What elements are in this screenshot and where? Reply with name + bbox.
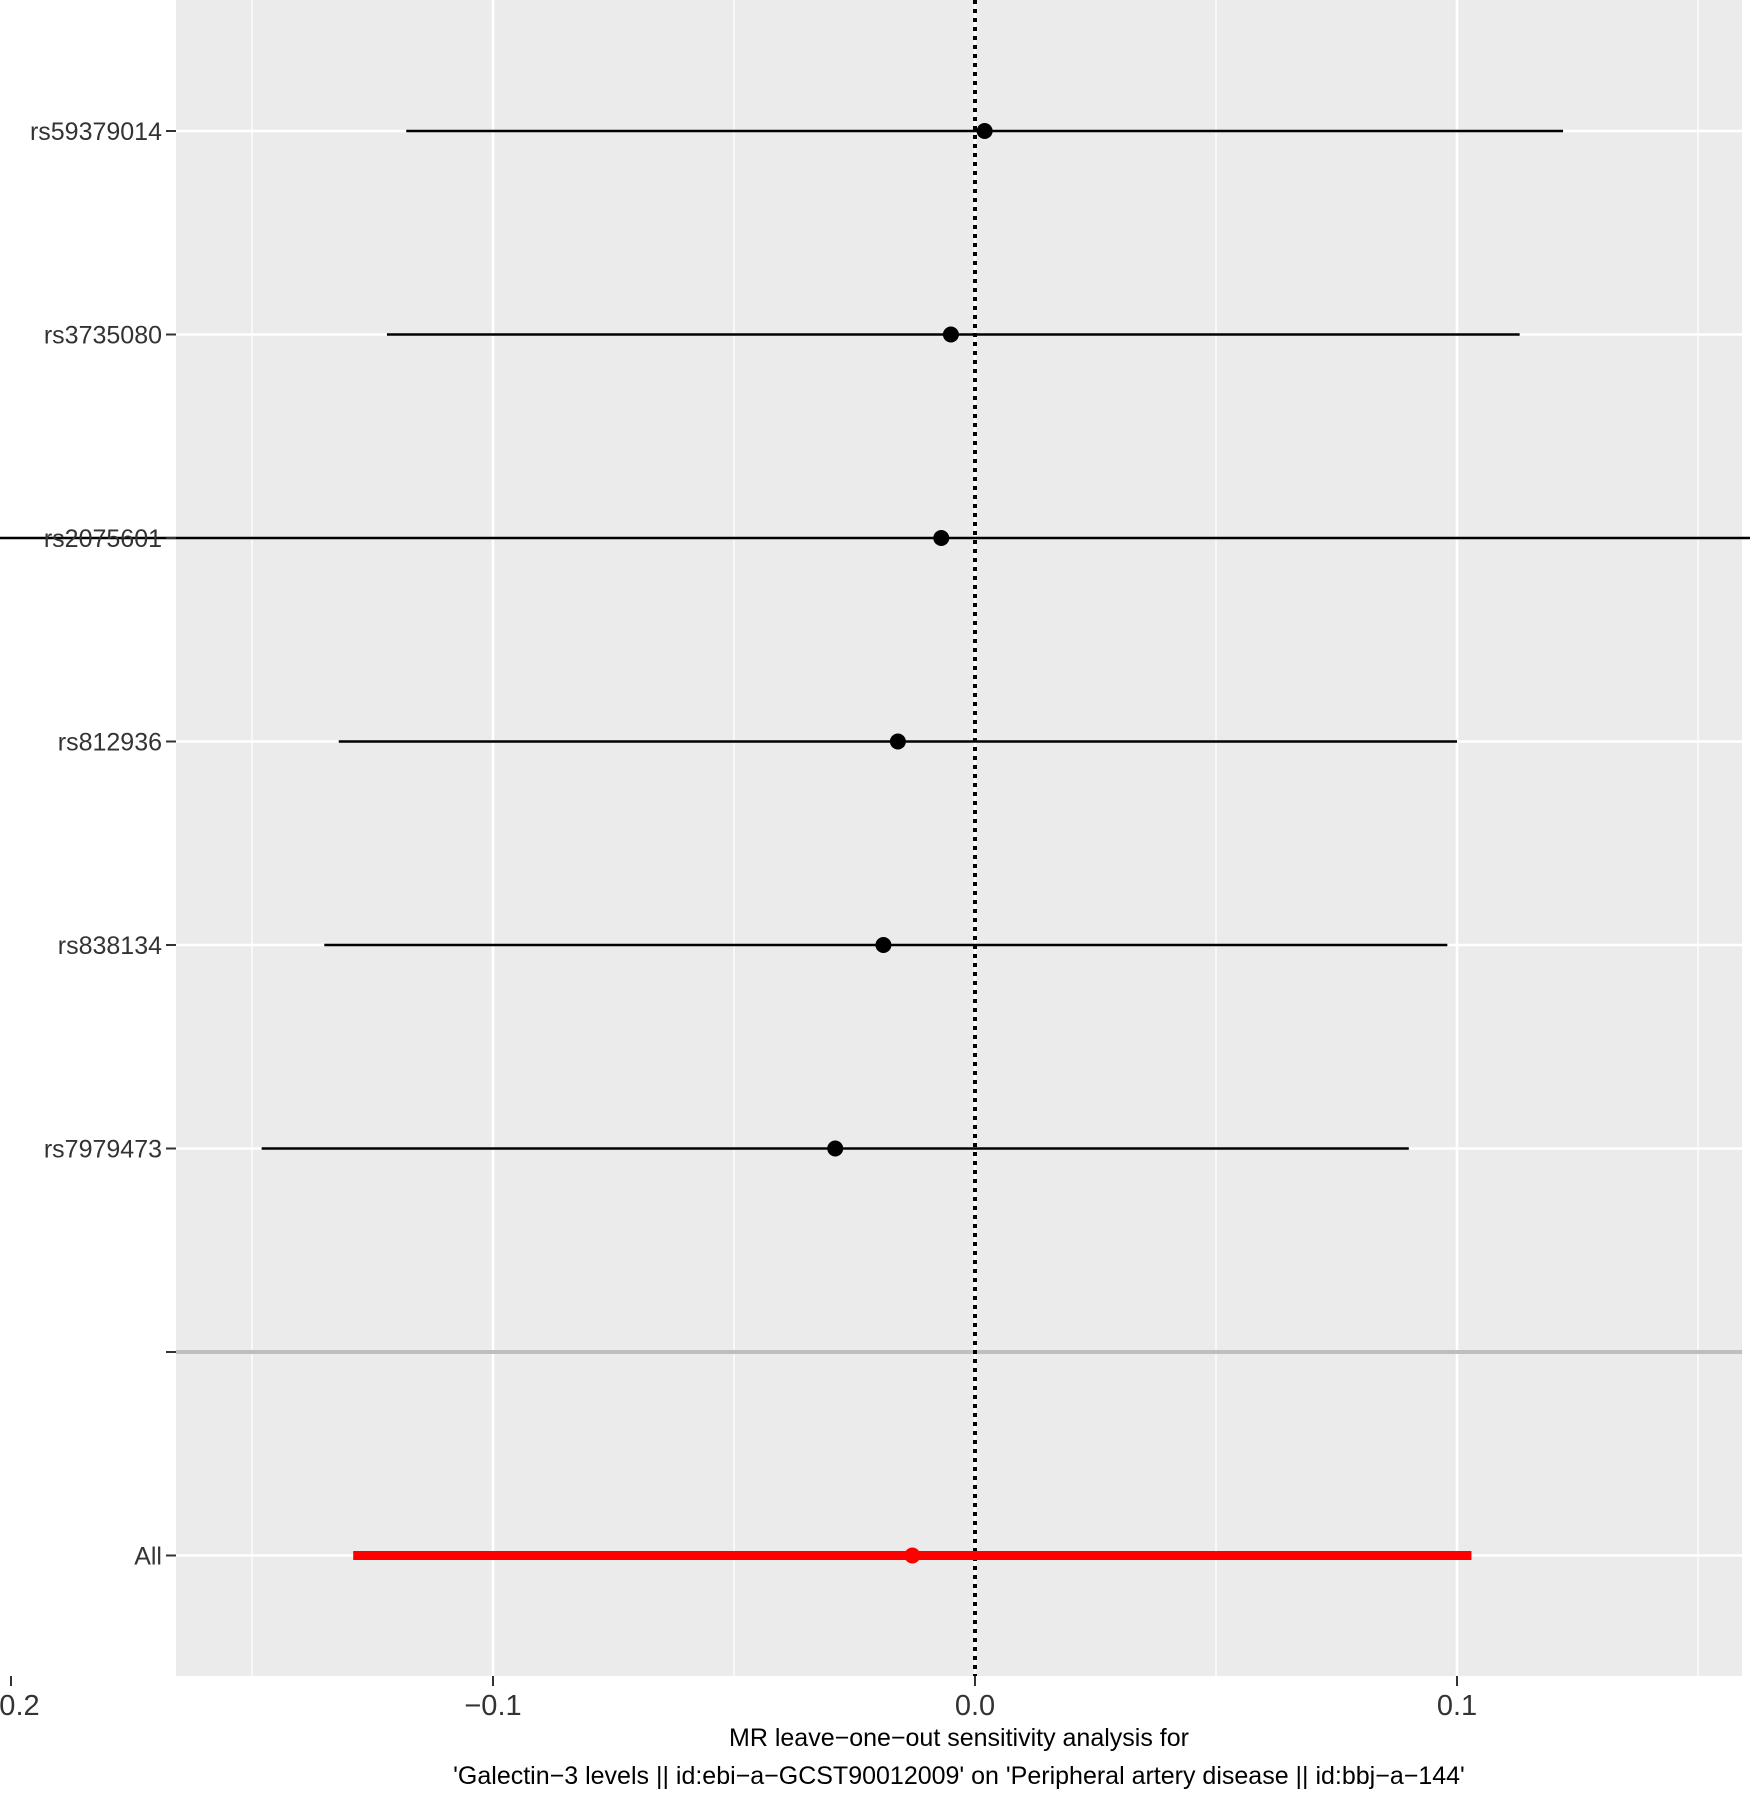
x-tick-label: −0.2 — [0, 1690, 40, 1722]
y-tick-label: All — [134, 1543, 162, 1571]
y-tick-label: rs59379014 — [30, 118, 162, 146]
y-tick-label: rs3735080 — [44, 322, 162, 350]
y-tick-label: rs838134 — [58, 932, 162, 960]
estimate-point — [875, 937, 892, 953]
panel-background — [176, 0, 1742, 1676]
estimate-point — [976, 123, 993, 139]
y-tick-label: rs2075601 — [44, 525, 162, 553]
y-axis: rs59379014 rs3735080 rs2075601 rs812936 rs83… — [30, 118, 176, 1571]
summary-point — [904, 1547, 921, 1564]
x-tick-label: 0.1 — [1437, 1690, 1477, 1722]
x-axis-label-line2: 'Galectin−3 levels || id:ebi−a−GCST90012… — [453, 1762, 1465, 1790]
y-tick-label: rs812936 — [58, 729, 162, 757]
x-axis: −0.3−0.2−0.10.00.10.20.3 — [0, 1676, 1477, 1722]
x-tick-label: −0.1 — [464, 1690, 521, 1722]
x-tick-label: 0.0 — [955, 1690, 995, 1722]
x-axis-label-line1: MR leave−one−out sensitivity analysis fo… — [729, 1724, 1189, 1752]
estimate-point — [827, 1140, 844, 1157]
estimate-point — [889, 733, 906, 750]
y-tick-label: rs7979473 — [44, 1136, 162, 1164]
minor-gridlines — [251, 0, 1699, 1676]
estimate-point — [942, 326, 959, 343]
estimates — [0, 123, 1750, 1564]
estimate-point — [933, 530, 950, 546]
